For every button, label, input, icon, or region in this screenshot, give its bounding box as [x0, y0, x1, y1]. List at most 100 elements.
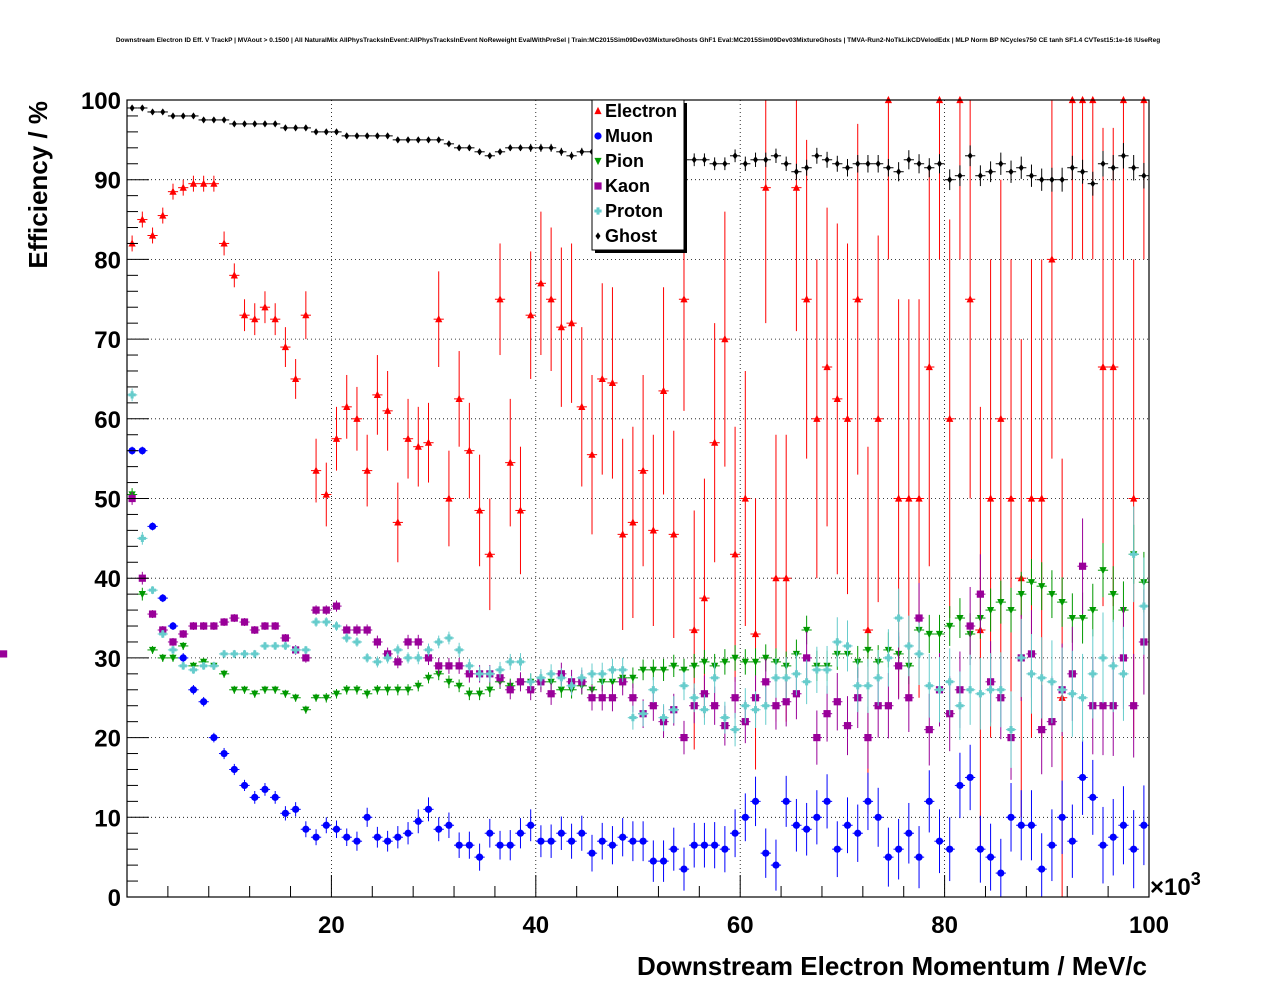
data-point: [475, 690, 484, 698]
data-point: [844, 164, 851, 172]
data-point: [516, 829, 525, 837]
data-point: [588, 450, 596, 458]
data-point: [1130, 494, 1138, 502]
data-point: [843, 642, 852, 650]
data-point: [230, 614, 238, 622]
data-point: [926, 164, 932, 172]
data-point: [1131, 164, 1137, 172]
data-point: [363, 654, 371, 662]
grid-lines: [127, 100, 1149, 897]
legend-label-pion: Pion: [605, 151, 644, 171]
data-point: [925, 797, 933, 805]
data-point: [884, 654, 892, 662]
data-point: [1038, 583, 1046, 591]
data-point: [864, 797, 872, 805]
data-point: [711, 438, 719, 446]
data-point: [1141, 172, 1147, 180]
data-point: [394, 646, 402, 654]
data-point: [404, 654, 412, 662]
y-tick-label: 70: [94, 327, 121, 354]
data-point: [691, 156, 697, 164]
data-point: [833, 698, 841, 706]
data-point: [200, 622, 208, 630]
data-point: [875, 160, 881, 168]
data-point: [855, 160, 861, 168]
data-point: [986, 853, 995, 861]
data-point: [1109, 362, 1117, 371]
series-kaon: [0, 492, 1149, 780]
data-point: [506, 658, 514, 666]
data-point: [169, 654, 177, 662]
data-point: [833, 638, 841, 646]
data-point: [629, 518, 637, 526]
data-point: [884, 853, 892, 861]
data-point: [272, 120, 278, 128]
data-point: [915, 614, 923, 622]
data-point: [1007, 494, 1015, 502]
data-point: [701, 156, 707, 164]
data-point: [271, 315, 279, 323]
data-point: [905, 642, 913, 650]
data-point: [772, 702, 780, 710]
data-point: [527, 311, 535, 319]
data-point: [322, 606, 330, 614]
data-point: [997, 869, 1005, 877]
data-point: [486, 686, 494, 694]
data-point: [966, 773, 974, 782]
data-point: [1038, 726, 1046, 734]
data-point: [874, 813, 882, 821]
x-tick-label: 40: [522, 912, 549, 939]
data-point: [1008, 168, 1014, 176]
x-tick-label: 20: [318, 912, 345, 939]
data-point: [281, 342, 290, 351]
data-point: [240, 781, 249, 790]
data-point: [148, 646, 157, 655]
data-point: [649, 686, 657, 694]
data-point: [569, 152, 575, 160]
data-point: [0, 650, 8, 658]
data-point: [302, 646, 310, 654]
data-point: [905, 694, 913, 702]
data-point: [333, 128, 340, 136]
data-point: [322, 618, 330, 626]
legend-marker-proton: [594, 207, 602, 215]
data-point: [598, 374, 606, 383]
data-point: [567, 682, 576, 690]
data-point: [782, 574, 790, 582]
data-point: [935, 630, 944, 639]
data-point: [1119, 821, 1128, 829]
data-point: [731, 550, 739, 558]
data-point: [353, 837, 361, 845]
data-point: [700, 841, 709, 849]
data-point: [1089, 606, 1097, 615]
data-point: [731, 829, 739, 837]
data-point: [262, 120, 268, 128]
data-point: [332, 602, 341, 610]
data-point: [373, 833, 381, 841]
y-tick-label: 50: [94, 487, 121, 514]
data-point: [782, 698, 790, 706]
data-point: [169, 646, 177, 654]
data-point: [732, 152, 738, 160]
series-muon: [127, 446, 1149, 897]
data-point: [394, 658, 402, 666]
legend-label-electron: Electron: [605, 101, 677, 121]
data-point: [629, 837, 637, 845]
data-point: [148, 610, 157, 618]
data-point: [435, 638, 443, 646]
data-point: [506, 458, 514, 466]
series-layer: [0, 95, 1149, 897]
data-point: [507, 144, 513, 152]
data-point: [538, 144, 544, 152]
data-point: [159, 654, 167, 662]
y-tick-label: 0: [108, 885, 121, 912]
x-multiplier-exponent: 3: [1191, 869, 1201, 889]
legend: Electron Muon Pion Kaon Proton Ghost: [591, 99, 687, 253]
data-point: [578, 674, 586, 682]
data-point: [189, 686, 198, 694]
x-tick-label: 60: [727, 912, 754, 939]
legend-label-ghost: Ghost: [605, 226, 657, 246]
data-point: [455, 394, 463, 402]
data-point: [547, 670, 555, 678]
data-point: [415, 136, 421, 144]
